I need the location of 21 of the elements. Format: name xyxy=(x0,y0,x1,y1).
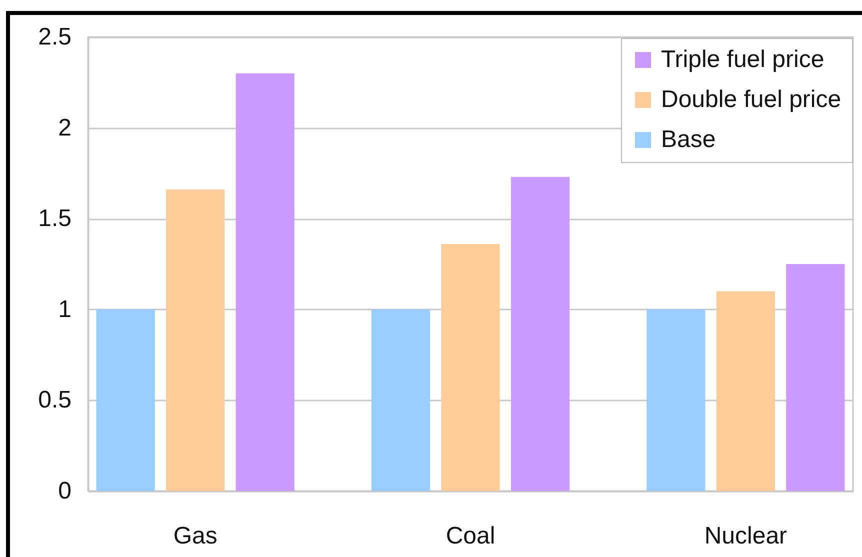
bar xyxy=(646,309,706,491)
bar xyxy=(786,264,845,491)
y-tick-label: 1 xyxy=(58,296,72,323)
bar xyxy=(166,190,225,491)
x-tick-label: Nuclear xyxy=(704,522,788,550)
y-tick-label: 0.5 xyxy=(38,386,72,414)
bar xyxy=(371,309,430,491)
x-tick-label: Gas xyxy=(173,522,218,550)
legend-label: Triple fuel price xyxy=(661,46,824,73)
legend-label: Base xyxy=(661,126,716,153)
y-tick-label: 2.5 xyxy=(38,24,72,50)
y-tick-label: 2 xyxy=(58,114,72,142)
bar xyxy=(716,291,775,491)
y-tick-label: 0 xyxy=(58,478,72,504)
bar xyxy=(236,73,294,491)
bar xyxy=(441,244,500,491)
y-tick-label: 1.5 xyxy=(38,205,72,232)
bar xyxy=(96,309,155,491)
x-tick-label: Coal xyxy=(446,522,496,550)
legend-label: Double fuel price xyxy=(661,86,842,113)
bar xyxy=(510,176,570,491)
